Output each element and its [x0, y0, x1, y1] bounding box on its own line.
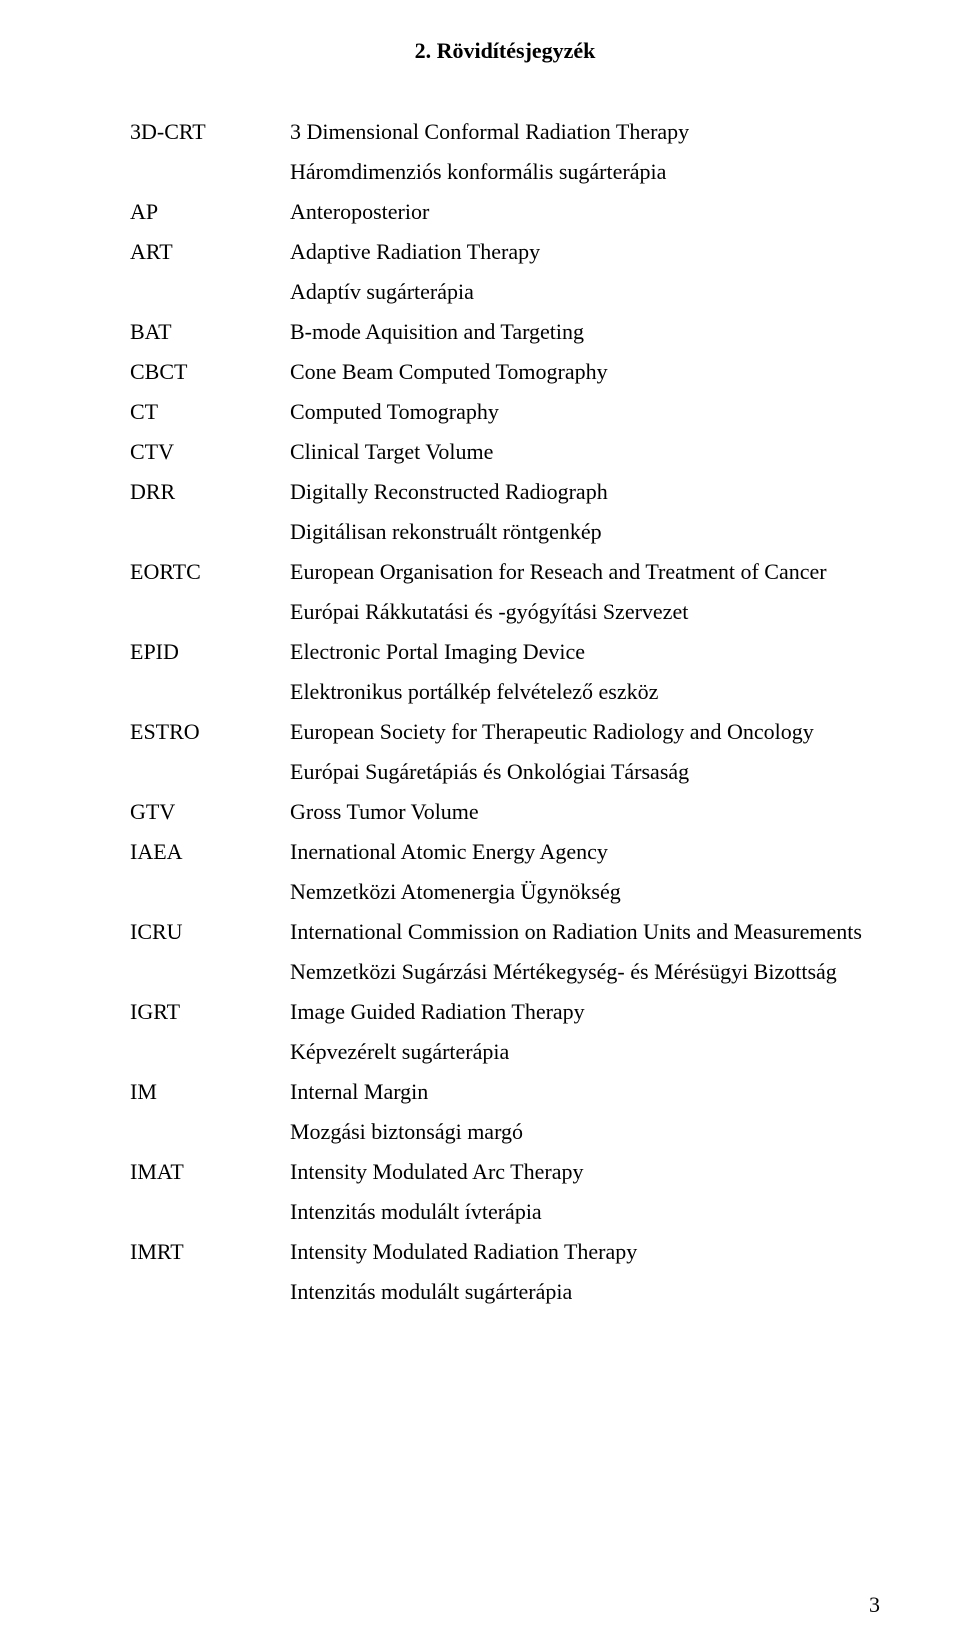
abbreviation-term: CTV: [130, 432, 290, 472]
abbreviation-definitions: Intensity Modulated Radiation TherapyInt…: [290, 1232, 880, 1312]
abbreviation-entry: IMInternal MarginMozgási biztonsági marg…: [130, 1072, 880, 1152]
abbreviation-definitions: Clinical Target Volume: [290, 432, 880, 472]
abbreviation-entry: EORTCEuropean Organisation for Reseach a…: [130, 552, 880, 632]
definition-line: Inernational Atomic Energy Agency: [290, 832, 880, 872]
definition-line: Nemzetközi Sugárzási Mértékegység- és Mé…: [290, 952, 880, 992]
abbreviation-entry: IMATIntensity Modulated Arc TherapyInten…: [130, 1152, 880, 1232]
definition-line: Adaptive Radiation Therapy: [290, 232, 880, 272]
page-number: 3: [869, 1592, 880, 1618]
abbreviation-entry: IMRTIntensity Modulated Radiation Therap…: [130, 1232, 880, 1312]
definition-line: Cone Beam Computed Tomography: [290, 352, 880, 392]
definition-line: Elektronikus portálkép felvételező eszkö…: [290, 672, 880, 712]
abbreviation-term: IGRT: [130, 992, 290, 1032]
definition-line: Mozgási biztonsági margó: [290, 1112, 880, 1152]
definition-line: International Commission on Radiation Un…: [290, 912, 880, 952]
definition-line: Adaptív sugárterápia: [290, 272, 880, 312]
definition-line: Gross Tumor Volume: [290, 792, 880, 832]
abbreviation-definitions: 3 Dimensional Conformal Radiation Therap…: [290, 112, 880, 192]
definition-line: Európai Rákkutatási és -gyógyítási Szerv…: [290, 592, 880, 632]
definition-line: Electronic Portal Imaging Device: [290, 632, 880, 672]
abbreviation-entry: EPIDElectronic Portal Imaging DeviceElek…: [130, 632, 880, 712]
definition-line: Nemzetközi Atomenergia Ügynökség: [290, 872, 880, 912]
abbreviation-term: IMRT: [130, 1232, 290, 1272]
abbreviation-entry: ARTAdaptive Radiation TherapyAdaptív sug…: [130, 232, 880, 312]
definition-line: Intenzitás modulált sugárterápia: [290, 1272, 880, 1312]
abbreviation-term: IMAT: [130, 1152, 290, 1192]
definition-line: Digitálisan rekonstruált röntgenkép: [290, 512, 880, 552]
abbreviation-entry: CBCTCone Beam Computed Tomography: [130, 352, 880, 392]
definition-line: Anteroposterior: [290, 192, 880, 232]
abbreviation-entry: ICRUInternational Commission on Radiatio…: [130, 912, 880, 992]
abbreviation-definitions: Computed Tomography: [290, 392, 880, 432]
abbreviation-definitions: Gross Tumor Volume: [290, 792, 880, 832]
definition-line: Háromdimenziós konformális sugárterápia: [290, 152, 880, 192]
abbreviation-term: ART: [130, 232, 290, 272]
abbreviation-entry: GTVGross Tumor Volume: [130, 792, 880, 832]
page-title: 2. Rövidítésjegyzék: [130, 38, 880, 64]
abbreviation-term: CBCT: [130, 352, 290, 392]
abbreviation-term: 3D-CRT: [130, 112, 290, 152]
definition-line: Digitally Reconstructed Radiograph: [290, 472, 880, 512]
abbreviation-definitions: Cone Beam Computed Tomography: [290, 352, 880, 392]
abbreviation-term: ICRU: [130, 912, 290, 952]
abbreviation-definitions: Adaptive Radiation TherapyAdaptív sugárt…: [290, 232, 880, 312]
abbreviation-entry: IAEAInernational Atomic Energy AgencyNem…: [130, 832, 880, 912]
abbreviation-entry: DRRDigitally Reconstructed RadiographDig…: [130, 472, 880, 552]
definition-line: Internal Margin: [290, 1072, 880, 1112]
abbreviation-entry: IGRTImage Guided Radiation TherapyKépvez…: [130, 992, 880, 1072]
definition-line: Intensity Modulated Radiation Therapy: [290, 1232, 880, 1272]
definition-line: Intensity Modulated Arc Therapy: [290, 1152, 880, 1192]
abbreviation-term: IM: [130, 1072, 290, 1112]
abbreviation-definitions: B-mode Aquisition and Targeting: [290, 312, 880, 352]
definition-line: Európai Sugáretápiás és Onkológiai Társa…: [290, 752, 880, 792]
abbreviation-definitions: International Commission on Radiation Un…: [290, 912, 880, 992]
abbreviation-term: EPID: [130, 632, 290, 672]
definition-line: Clinical Target Volume: [290, 432, 880, 472]
definition-line: European Society for Therapeutic Radiolo…: [290, 712, 880, 752]
abbreviation-list: 3D-CRT3 Dimensional Conformal Radiation …: [130, 112, 880, 1312]
definition-line: 3 Dimensional Conformal Radiation Therap…: [290, 112, 880, 152]
definition-line: Image Guided Radiation Therapy: [290, 992, 880, 1032]
definition-line: B-mode Aquisition and Targeting: [290, 312, 880, 352]
abbreviation-term: DRR: [130, 472, 290, 512]
abbreviation-definitions: Image Guided Radiation TherapyKépvezérel…: [290, 992, 880, 1072]
abbreviation-definitions: Inernational Atomic Energy AgencyNemzetk…: [290, 832, 880, 912]
abbreviation-entry: CTComputed Tomography: [130, 392, 880, 432]
abbreviation-entry: CTVClinical Target Volume: [130, 432, 880, 472]
abbreviation-term: ESTRO: [130, 712, 290, 752]
abbreviation-definitions: Digitally Reconstructed RadiographDigitá…: [290, 472, 880, 552]
abbreviation-entry: APAnteroposterior: [130, 192, 880, 232]
abbreviation-term: EORTC: [130, 552, 290, 592]
abbreviation-definitions: European Society for Therapeutic Radiolo…: [290, 712, 880, 792]
abbreviation-term: IAEA: [130, 832, 290, 872]
abbreviation-definitions: European Organisation for Reseach and Tr…: [290, 552, 880, 632]
abbreviation-definitions: Internal MarginMozgási biztonsági margó: [290, 1072, 880, 1152]
definition-line: Képvezérelt sugárterápia: [290, 1032, 880, 1072]
definition-line: European Organisation for Reseach and Tr…: [290, 552, 880, 592]
abbreviation-term: CT: [130, 392, 290, 432]
definition-line: Intenzitás modulált ívterápia: [290, 1192, 880, 1232]
abbreviation-term: GTV: [130, 792, 290, 832]
abbreviation-definitions: Electronic Portal Imaging DeviceElektron…: [290, 632, 880, 712]
definition-line: Computed Tomography: [290, 392, 880, 432]
abbreviation-definitions: Intensity Modulated Arc TherapyIntenzitá…: [290, 1152, 880, 1232]
abbreviation-term: BAT: [130, 312, 290, 352]
abbreviation-term: AP: [130, 192, 290, 232]
abbreviation-entry: ESTROEuropean Society for Therapeutic Ra…: [130, 712, 880, 792]
abbreviation-definitions: Anteroposterior: [290, 192, 880, 232]
abbreviation-entry: BATB-mode Aquisition and Targeting: [130, 312, 880, 352]
abbreviation-entry: 3D-CRT3 Dimensional Conformal Radiation …: [130, 112, 880, 192]
